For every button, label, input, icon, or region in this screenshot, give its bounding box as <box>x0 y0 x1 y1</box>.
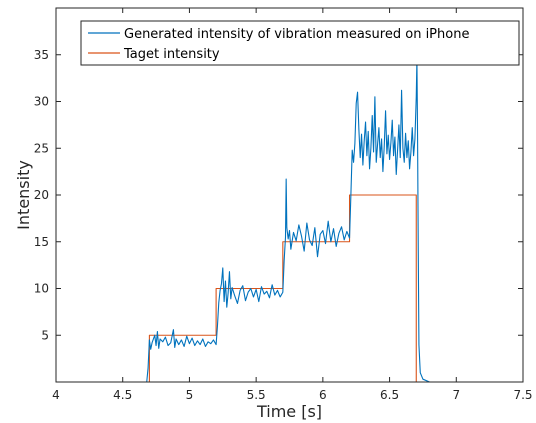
series-layer <box>56 58 523 383</box>
legend-label-generated: Generated intensity of vibration measure… <box>124 27 469 42</box>
x-tick-label: 4 <box>52 388 60 402</box>
y-tick-label: 30 <box>34 95 49 109</box>
y-tick-label: 35 <box>34 48 49 62</box>
legend-label-target: Taget intensity <box>123 47 220 62</box>
plot-area <box>56 8 523 382</box>
y-tick-label: 5 <box>41 328 49 342</box>
x-tick-label: 6.5 <box>380 388 399 402</box>
tick-layer: 4 4.5 5 5.5 6 6.5 7 7.5 5 10 15 20 25 30 35 <box>34 8 533 402</box>
y-tick-label: 20 <box>34 188 49 202</box>
x-tick-label: 7.5 <box>513 388 532 402</box>
x-tick-label: 5.5 <box>247 388 266 402</box>
x-tick-label: 6 <box>319 388 327 402</box>
y-tick-label: 15 <box>34 235 49 249</box>
x-tick-label: 7 <box>452 388 460 402</box>
x-axis-label: Time [s] <box>256 402 322 421</box>
y-axis-label: Intensity <box>14 160 33 230</box>
series-generated-line <box>56 58 523 383</box>
y-tick-label: 10 <box>34 282 49 296</box>
x-tick-label: 4.5 <box>113 388 132 402</box>
legend: Generated intensity of vibration measure… <box>80 20 520 66</box>
x-tick-label: 5 <box>186 388 194 402</box>
legend-box <box>80 20 520 66</box>
y-tick-label: 25 <box>34 141 49 155</box>
